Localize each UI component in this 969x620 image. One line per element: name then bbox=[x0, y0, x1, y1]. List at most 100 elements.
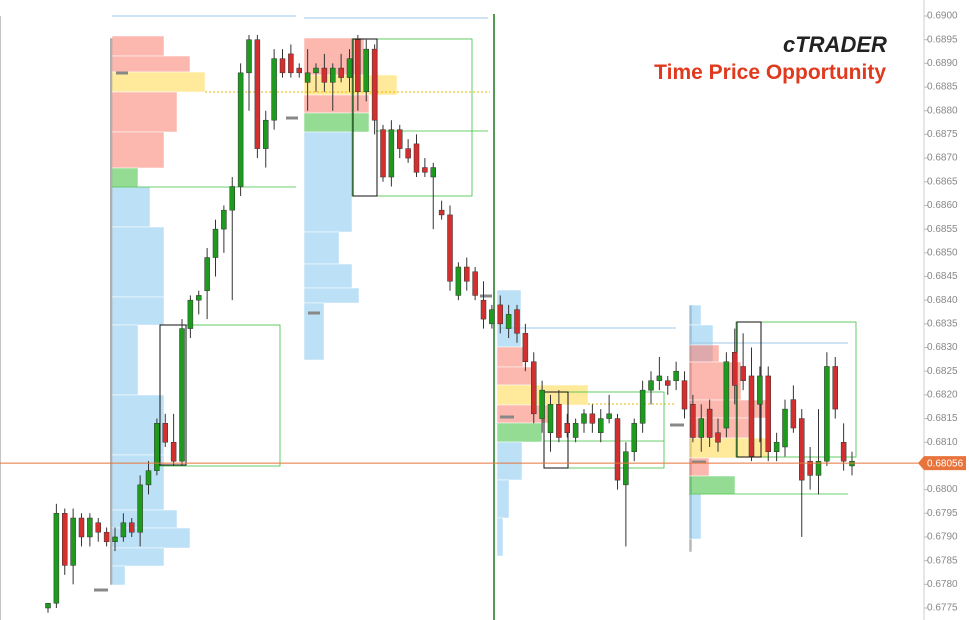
candle-body bbox=[330, 67, 336, 83]
candle-body bbox=[45, 603, 51, 609]
candle-body bbox=[581, 413, 587, 424]
candle-body bbox=[397, 129, 403, 149]
y-tick-label: 0.6795 bbox=[927, 508, 958, 519]
candle-body bbox=[514, 309, 520, 334]
profiles bbox=[109, 35, 770, 586]
candle-body bbox=[656, 375, 663, 381]
candle-body bbox=[447, 214, 453, 282]
candle-body bbox=[62, 513, 68, 566]
candle-body bbox=[564, 423, 570, 434]
candle-body bbox=[70, 517, 76, 566]
candle-body bbox=[304, 72, 311, 83]
price-tag bbox=[918, 456, 966, 471]
candle-body bbox=[489, 309, 495, 325]
candle-body bbox=[346, 58, 353, 78]
candle-body bbox=[112, 536, 118, 542]
candle-body bbox=[815, 460, 822, 476]
candle-body bbox=[505, 314, 512, 329]
candle-body bbox=[263, 119, 269, 149]
candle-body bbox=[120, 522, 127, 538]
candle-body bbox=[480, 299, 487, 320]
candle-body bbox=[589, 413, 596, 424]
candle-body bbox=[237, 72, 244, 187]
candle-body bbox=[472, 271, 478, 296]
y-tick-label: 0.6860 bbox=[927, 200, 958, 211]
y-tick-label: 0.6810 bbox=[927, 437, 958, 448]
candle-body bbox=[681, 380, 688, 410]
candle-body bbox=[631, 423, 637, 452]
candle-body bbox=[824, 366, 830, 462]
plot bbox=[45, 15, 928, 613]
candle-body bbox=[715, 432, 721, 443]
y-tick-label: 0.6875 bbox=[927, 129, 958, 140]
candle-body bbox=[531, 361, 537, 415]
candle-body bbox=[279, 58, 286, 74]
candle-body bbox=[673, 370, 679, 381]
candle-body bbox=[773, 441, 780, 452]
price-tag-label: 0.68056 bbox=[927, 459, 964, 470]
candle-body bbox=[648, 380, 654, 391]
candle-body bbox=[706, 408, 713, 438]
candle-body bbox=[790, 399, 797, 429]
candle-body bbox=[321, 67, 328, 83]
candle-body bbox=[665, 380, 671, 386]
candle-body bbox=[95, 522, 101, 533]
candle-body bbox=[572, 423, 579, 438]
candle-body bbox=[78, 517, 85, 538]
candle-body bbox=[698, 418, 704, 438]
candle-body bbox=[145, 470, 152, 486]
candle-body bbox=[639, 389, 646, 424]
candle-body bbox=[154, 423, 160, 471]
y-tick-label: 0.6895 bbox=[927, 34, 958, 45]
candle-body bbox=[464, 266, 470, 282]
candle-body bbox=[53, 513, 60, 604]
candle-body bbox=[229, 186, 235, 211]
y-tick-label: 0.6775 bbox=[927, 603, 958, 614]
y-tick-label: 0.6830 bbox=[927, 342, 958, 353]
candle-body bbox=[606, 413, 612, 419]
candle-body bbox=[296, 67, 302, 74]
candle-body bbox=[723, 361, 730, 429]
candle-body bbox=[748, 375, 755, 457]
candle-body bbox=[137, 484, 143, 533]
y-tick-label: 0.6825 bbox=[927, 366, 958, 377]
candle-body bbox=[212, 228, 219, 258]
candle-body bbox=[598, 418, 604, 434]
candle-body bbox=[690, 404, 696, 438]
y-tick-label: 0.6785 bbox=[927, 555, 958, 566]
y-tick-label: 0.6870 bbox=[927, 153, 958, 164]
candle-body bbox=[246, 39, 252, 74]
candle-body bbox=[522, 333, 529, 362]
candle-body bbox=[204, 257, 210, 291]
candle-body bbox=[799, 418, 805, 481]
candle-body bbox=[179, 328, 185, 462]
candle-body bbox=[782, 408, 788, 448]
candle-body bbox=[355, 39, 361, 93]
logo: cTRADER bbox=[783, 32, 887, 57]
chart-title: Time Price Opportunity bbox=[654, 61, 886, 84]
candle-body bbox=[740, 366, 746, 381]
y-tick-label: 0.6820 bbox=[927, 390, 958, 401]
y-tick-label: 0.6900 bbox=[927, 11, 958, 22]
candle-body bbox=[380, 129, 386, 178]
candle-body bbox=[388, 129, 395, 178]
y-tick-label: 0.6790 bbox=[927, 532, 958, 543]
candle-body bbox=[455, 266, 462, 296]
candle-body bbox=[363, 48, 369, 93]
candle-body bbox=[338, 67, 344, 78]
candle-body bbox=[623, 451, 629, 486]
candle-body bbox=[840, 441, 847, 462]
candle-body bbox=[765, 375, 771, 452]
candle-body bbox=[614, 418, 621, 481]
candle-body bbox=[196, 295, 202, 301]
candle-body bbox=[422, 167, 428, 173]
candle-body bbox=[129, 522, 135, 533]
candle-body bbox=[87, 517, 93, 538]
y-tick-label: 0.6890 bbox=[927, 58, 958, 69]
y-tick-label: 0.6880 bbox=[927, 105, 958, 116]
y-tick-label: 0.6780 bbox=[927, 579, 958, 590]
y-tick-label: 0.6815 bbox=[927, 413, 958, 424]
candle-body bbox=[371, 48, 378, 121]
candle-body bbox=[757, 375, 763, 405]
candle-body bbox=[103, 531, 110, 542]
